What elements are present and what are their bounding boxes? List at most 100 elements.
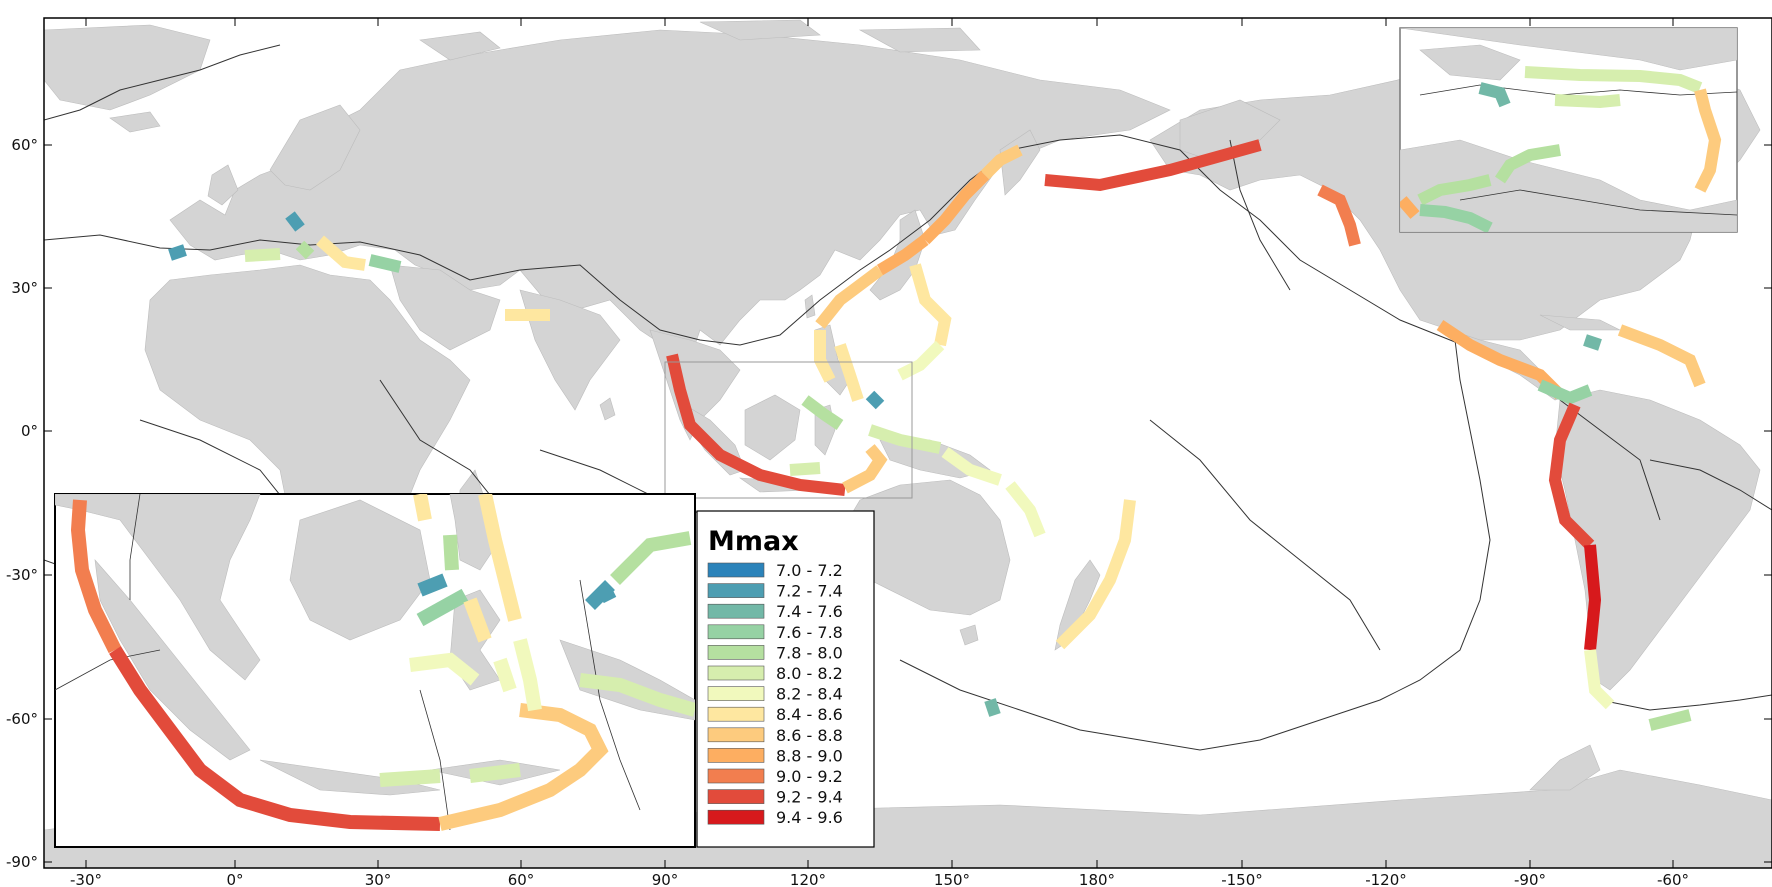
landmass-tasmania: [959, 624, 979, 646]
x-tick-label: -90°: [1514, 871, 1546, 887]
segment-lesser-antilles: [1617, 324, 1706, 388]
legend-swatch: [707, 809, 765, 825]
inset-landmass-mainland: [1400, 28, 1737, 71]
inset-landmass-central-america: [1400, 139, 1737, 232]
segment-hispaniola: [1583, 334, 1602, 351]
inset-landmass-borneo: [289, 499, 431, 641]
inset-segments: [1400, 66, 1722, 232]
legend-swatch: [707, 686, 765, 701]
segment-cascadia: [1317, 184, 1361, 247]
inset-landmass-cuba: [1419, 44, 1521, 81]
inset-segment-north-sulawesi: [416, 588, 469, 627]
inset-segment-new-guinea-north: [610, 531, 692, 585]
legend-label: 8.4 - 8.6: [776, 705, 843, 724]
segment-hellenic: [316, 235, 366, 271]
inset-segment-flores: [379, 769, 441, 787]
legend-swatch: [707, 706, 765, 722]
legend-label: 8.2 - 8.4: [776, 685, 843, 704]
x-tick-label: 120°: [790, 871, 826, 887]
inset-caribbean: [1399, 27, 1738, 233]
inset-plate-boundary: [579, 579, 641, 811]
landmass-iceland: [109, 111, 161, 133]
landmass-antarctic-peninsula: [1529, 744, 1601, 791]
landmass-arctic-island-3: [858, 27, 981, 53]
y-tick-label: 0°: [21, 422, 38, 440]
inset-segment-timor: [469, 763, 521, 783]
inset-landmass-indochina: [55, 494, 261, 681]
plate-boundary: [1599, 694, 1772, 711]
segment-vanuatu: [1005, 481, 1046, 538]
segment-japan-trench: [920, 170, 990, 245]
x-tick-label: 180°: [1079, 871, 1115, 887]
segment-south-chile: [1584, 649, 1615, 710]
legend-swatch: [707, 562, 765, 578]
inset-plate-boundary: [1459, 189, 1737, 216]
landmass-britain: [207, 164, 239, 206]
segment-sicily: [295, 240, 315, 260]
segment-aleutian: [1044, 139, 1262, 192]
inset-segment-muertos: [1554, 94, 1621, 109]
x-tick-label: -60°: [1657, 871, 1689, 887]
legend-swatch: [707, 748, 765, 763]
segment-black-sea: [285, 211, 305, 232]
x-tick-label: 60°: [508, 871, 535, 887]
inset-segment-panama: [1417, 174, 1492, 206]
landmass-arabia: [389, 264, 501, 351]
inset-land: [1400, 28, 1737, 232]
inset-plate-boundary: [419, 689, 451, 831]
inset-segment-puerto-rico: [1524, 66, 1703, 94]
x-tick-label: 90°: [652, 871, 679, 887]
segment-new-guinea: [868, 424, 942, 454]
legend-swatch: [707, 583, 765, 598]
legend-label: 7.0 - 7.2: [776, 561, 843, 580]
landmass-sri-lanka: [599, 397, 616, 421]
x-tick-label: -150°: [1221, 871, 1263, 887]
inset-plate-boundary: [129, 494, 141, 600]
plate-boundary: [1649, 459, 1772, 511]
inset-segment-andaman: [70, 499, 122, 654]
legend-label: 8.0 - 8.2: [776, 664, 843, 683]
legend-swatch: [707, 665, 765, 681]
landmass-south-america: [1554, 389, 1761, 691]
segment-cyprus: [368, 254, 402, 273]
segment-gibraltar: [168, 244, 187, 261]
y-tick-label: -30°: [6, 566, 38, 584]
legend-swatch: [707, 768, 765, 784]
inset-plate-boundaries: [55, 494, 641, 831]
legend-swatch: [707, 789, 765, 804]
subduction-segments: [168, 139, 1706, 731]
inset-segment-sunda: [109, 646, 441, 831]
plate-boundary: [1149, 419, 1381, 651]
inset-segment-sangihe: [443, 534, 459, 571]
inset-plate-boundary: [55, 649, 161, 691]
x-tick-label: 150°: [934, 871, 970, 887]
y-tick-label: 60°: [11, 136, 38, 154]
segment-sunda: [666, 353, 846, 496]
landmass-scandinavia: [269, 104, 361, 191]
x-tick-label: 30°: [365, 871, 392, 887]
segment-philippines-west: [814, 330, 836, 383]
legend-label: 7.8 - 8.0: [776, 643, 843, 662]
legend-label: 9.4 - 9.6: [776, 808, 843, 827]
legend-swatch: [707, 624, 765, 640]
legend: Mmax 7.0 - 7.2 7.2 - 7.47.4 - 7.6 7.6 - 7.…: [696, 510, 875, 848]
x-tick-label: -120°: [1365, 871, 1407, 887]
segment-chile: [1584, 544, 1602, 651]
plate-boundary: [899, 339, 1491, 751]
plate-boundary: [1229, 139, 1291, 291]
inset-segment-philippine: [478, 494, 522, 622]
segment-izu-bonin: [909, 263, 952, 347]
landmass-arctic-island-2: [699, 19, 821, 41]
legend-title: Mmax: [708, 526, 799, 557]
inset-segment-molucca: [463, 597, 492, 643]
segment-philippines-trench: [834, 343, 864, 402]
segment-panama: [1537, 379, 1593, 405]
segment-tonga-kermadec: [1055, 499, 1136, 650]
segment-solomon: [941, 447, 1002, 486]
inset-landmass-java: [259, 759, 441, 796]
x-tick-label: 0°: [226, 871, 243, 887]
legend-label: 7.4 - 7.6: [776, 602, 843, 621]
segment-south-sandwich: [1648, 709, 1692, 731]
segment-peru: [1548, 402, 1595, 550]
segment-banda: [842, 444, 888, 494]
